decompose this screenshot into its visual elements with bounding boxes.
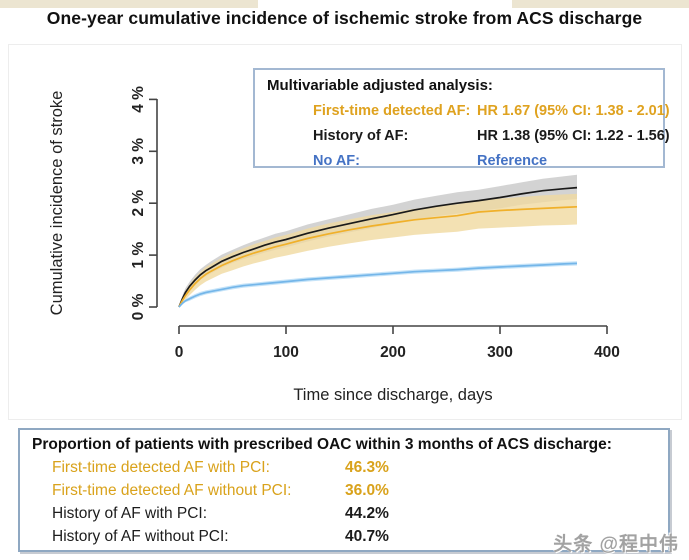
- oac-row-first-time-with-pci: First-time detected AF with PCI: 46.3%: [20, 456, 668, 479]
- x-axis-title: Time since discharge, days: [293, 386, 492, 404]
- y-tick-4: 4 %: [130, 86, 147, 113]
- y-axis-title: Cumulative incidence of stroke: [48, 91, 66, 316]
- oac-row-value: 36.0%: [345, 482, 389, 499]
- oac-row-first-time-without-pci: First-time detected AF without PCI: 36.0…: [20, 479, 668, 502]
- x-tick-400: 400: [594, 344, 620, 361]
- legend-hr-value: Reference: [477, 152, 548, 169]
- oac-row-label: First-time detected AF without PCI:: [52, 482, 292, 499]
- legend-box: Multivariable adjusted analysis: First-t…: [253, 68, 670, 169]
- x-tick-0: 0: [175, 344, 184, 361]
- oac-row-label: History of AF without PCI:: [52, 528, 229, 545]
- slide-background-strip-right: [512, 0, 689, 8]
- incidence-curves: [178, 186, 578, 308]
- legend-row-no-af: No AF: Reference: [267, 148, 653, 173]
- legend-label: First-time detected AF:: [313, 102, 471, 119]
- x-tick-200: 200: [380, 344, 406, 361]
- legend-hr-value: HR 1.38 (95% CI: 1.22 - 1.56): [477, 127, 670, 144]
- slide-background-strip-left: [0, 0, 258, 8]
- x-tick-100: 100: [273, 344, 299, 361]
- oac-row-value: 46.3%: [345, 459, 389, 476]
- oac-row-label: First-time detected AF with PCI:: [52, 459, 270, 476]
- legend-hr-value: HR 1.67 (95% CI: 1.38 - 2.01): [477, 102, 670, 119]
- y-tick-0: 0 %: [130, 293, 147, 320]
- y-tick-3: 3 %: [130, 138, 147, 165]
- oac-table-header: Proportion of patients with prescribed O…: [32, 436, 612, 453]
- oac-row-history-with-pci: History of AF with PCI: 44.2%: [20, 502, 668, 525]
- oac-row-value: 40.7%: [345, 528, 389, 545]
- watermark-toutiao: 头条 @程中伟: [553, 534, 679, 555]
- page-title: One-year cumulative incidence of ischemi…: [46, 8, 643, 28]
- legend-title: Multivariable adjusted analysis:: [267, 77, 493, 94]
- x-tick-300: 300: [487, 344, 513, 361]
- x-axis: [178, 325, 608, 334]
- y-axis: [149, 98, 158, 308]
- legend-label: No AF:: [313, 152, 360, 169]
- legend-row-history-af: History of AF: HR 1.38 (95% CI: 1.22 - 1…: [267, 123, 670, 148]
- oac-row-value: 44.2%: [345, 505, 389, 522]
- incidence-plot: 0 % 1 % 2 % 3 % 4 % 0 100 200 300 400 Cu…: [48, 86, 620, 404]
- legend-label: History of AF:: [313, 127, 409, 144]
- y-tick-1: 1 %: [130, 242, 147, 269]
- oac-row-history-without-pci: History of AF without PCI: 40.7%: [20, 525, 668, 548]
- legend-row-first-time-af: First-time detected AF: HR 1.67 (95% CI:…: [267, 98, 670, 123]
- y-tick-2: 2 %: [130, 190, 147, 217]
- oac-row-label: History of AF with PCI:: [52, 505, 208, 522]
- oac-table: Proportion of patients with prescribed O…: [18, 428, 670, 552]
